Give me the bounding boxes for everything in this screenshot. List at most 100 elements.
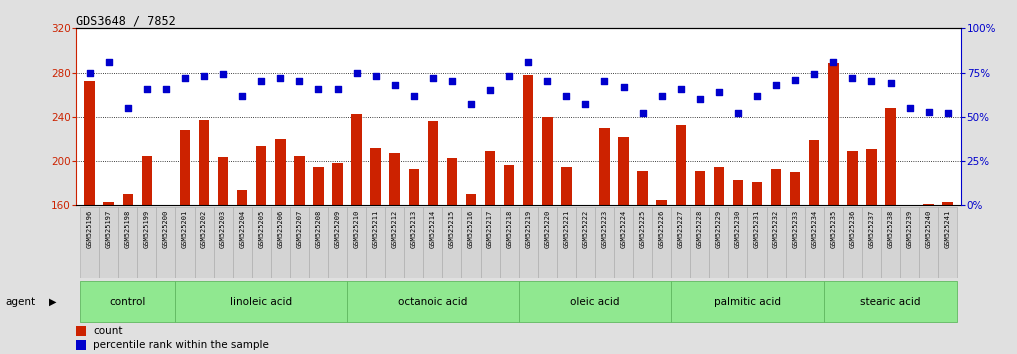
Bar <box>866 149 877 354</box>
Point <box>158 86 174 91</box>
Bar <box>732 180 743 354</box>
Text: octanoic acid: octanoic acid <box>399 297 468 307</box>
Bar <box>237 190 247 354</box>
Text: GSM525226: GSM525226 <box>659 210 665 248</box>
Text: GSM525234: GSM525234 <box>812 210 818 248</box>
Point <box>215 72 231 77</box>
Bar <box>923 204 934 354</box>
Bar <box>771 169 781 354</box>
FancyBboxPatch shape <box>423 207 442 278</box>
FancyBboxPatch shape <box>99 207 118 278</box>
Bar <box>84 81 95 354</box>
Text: GSM525207: GSM525207 <box>296 210 302 248</box>
FancyBboxPatch shape <box>671 207 691 278</box>
Text: GSM525209: GSM525209 <box>335 210 341 248</box>
Point <box>101 59 117 65</box>
Point <box>558 93 575 98</box>
FancyBboxPatch shape <box>80 207 99 278</box>
FancyBboxPatch shape <box>118 207 137 278</box>
Text: GSM525199: GSM525199 <box>143 210 149 248</box>
Text: GSM525196: GSM525196 <box>86 210 93 248</box>
Text: GSM525236: GSM525236 <box>849 210 855 248</box>
Point <box>177 75 193 81</box>
FancyBboxPatch shape <box>404 207 423 278</box>
Bar <box>847 151 857 354</box>
Bar <box>580 205 591 354</box>
FancyBboxPatch shape <box>175 281 347 322</box>
Text: GSM525240: GSM525240 <box>925 210 932 248</box>
Bar <box>294 155 305 354</box>
Point <box>578 102 594 107</box>
Bar <box>466 194 476 354</box>
Text: GSM525197: GSM525197 <box>106 210 112 248</box>
FancyBboxPatch shape <box>175 207 194 278</box>
Text: GSM525200: GSM525200 <box>163 210 169 248</box>
Point <box>787 77 803 82</box>
FancyBboxPatch shape <box>861 207 881 278</box>
FancyBboxPatch shape <box>137 207 157 278</box>
Point <box>615 84 632 90</box>
Text: count: count <box>94 326 123 336</box>
FancyBboxPatch shape <box>614 207 633 278</box>
Point <box>940 110 956 116</box>
Point <box>596 79 612 84</box>
FancyBboxPatch shape <box>271 207 290 278</box>
Point <box>825 59 841 65</box>
Text: GSM525224: GSM525224 <box>620 210 626 248</box>
FancyBboxPatch shape <box>385 207 404 278</box>
Bar <box>714 167 724 354</box>
Text: percentile rank within the sample: percentile rank within the sample <box>94 340 268 350</box>
Text: GSM525201: GSM525201 <box>182 210 188 248</box>
Bar <box>370 148 381 354</box>
Bar <box>256 145 266 354</box>
FancyBboxPatch shape <box>556 207 576 278</box>
Text: GSM525231: GSM525231 <box>754 210 760 248</box>
FancyBboxPatch shape <box>881 207 900 278</box>
Bar <box>599 128 610 354</box>
Text: GSM525227: GSM525227 <box>677 210 683 248</box>
Text: GSM525203: GSM525203 <box>220 210 226 248</box>
Point <box>196 73 213 79</box>
FancyBboxPatch shape <box>499 207 519 278</box>
Bar <box>828 63 839 354</box>
FancyBboxPatch shape <box>80 281 175 322</box>
Text: GSM525220: GSM525220 <box>544 210 550 248</box>
Bar <box>618 137 629 354</box>
Text: GSM525228: GSM525228 <box>697 210 703 248</box>
FancyBboxPatch shape <box>214 207 233 278</box>
Text: GSM525214: GSM525214 <box>430 210 436 248</box>
Text: GSM525219: GSM525219 <box>525 210 531 248</box>
FancyBboxPatch shape <box>747 207 767 278</box>
Text: GSM525213: GSM525213 <box>411 210 417 248</box>
Bar <box>943 202 953 354</box>
Text: GSM525202: GSM525202 <box>201 210 207 248</box>
Text: linoleic acid: linoleic acid <box>230 297 292 307</box>
Bar <box>809 140 820 354</box>
FancyBboxPatch shape <box>919 207 938 278</box>
FancyBboxPatch shape <box>233 207 252 278</box>
Text: GSM525235: GSM525235 <box>830 210 836 248</box>
FancyBboxPatch shape <box>538 207 556 278</box>
Text: GSM525206: GSM525206 <box>278 210 284 248</box>
Bar <box>76 340 86 350</box>
Point <box>501 73 518 79</box>
Text: oleic acid: oleic acid <box>571 297 619 307</box>
FancyBboxPatch shape <box>900 207 919 278</box>
Text: GSM525229: GSM525229 <box>716 210 722 248</box>
Text: GSM525222: GSM525222 <box>583 210 589 248</box>
Point <box>291 79 307 84</box>
FancyBboxPatch shape <box>691 207 709 278</box>
Point <box>901 105 917 111</box>
Text: GSM525212: GSM525212 <box>392 210 398 248</box>
Point <box>386 82 403 88</box>
Point <box>635 110 651 116</box>
Text: GSM525230: GSM525230 <box>735 210 741 248</box>
Point <box>654 93 670 98</box>
Bar <box>76 326 86 336</box>
Bar <box>104 202 114 354</box>
Bar <box>313 167 323 354</box>
Bar <box>885 108 896 354</box>
Point <box>863 79 880 84</box>
Point <box>539 79 555 84</box>
FancyBboxPatch shape <box>519 207 538 278</box>
